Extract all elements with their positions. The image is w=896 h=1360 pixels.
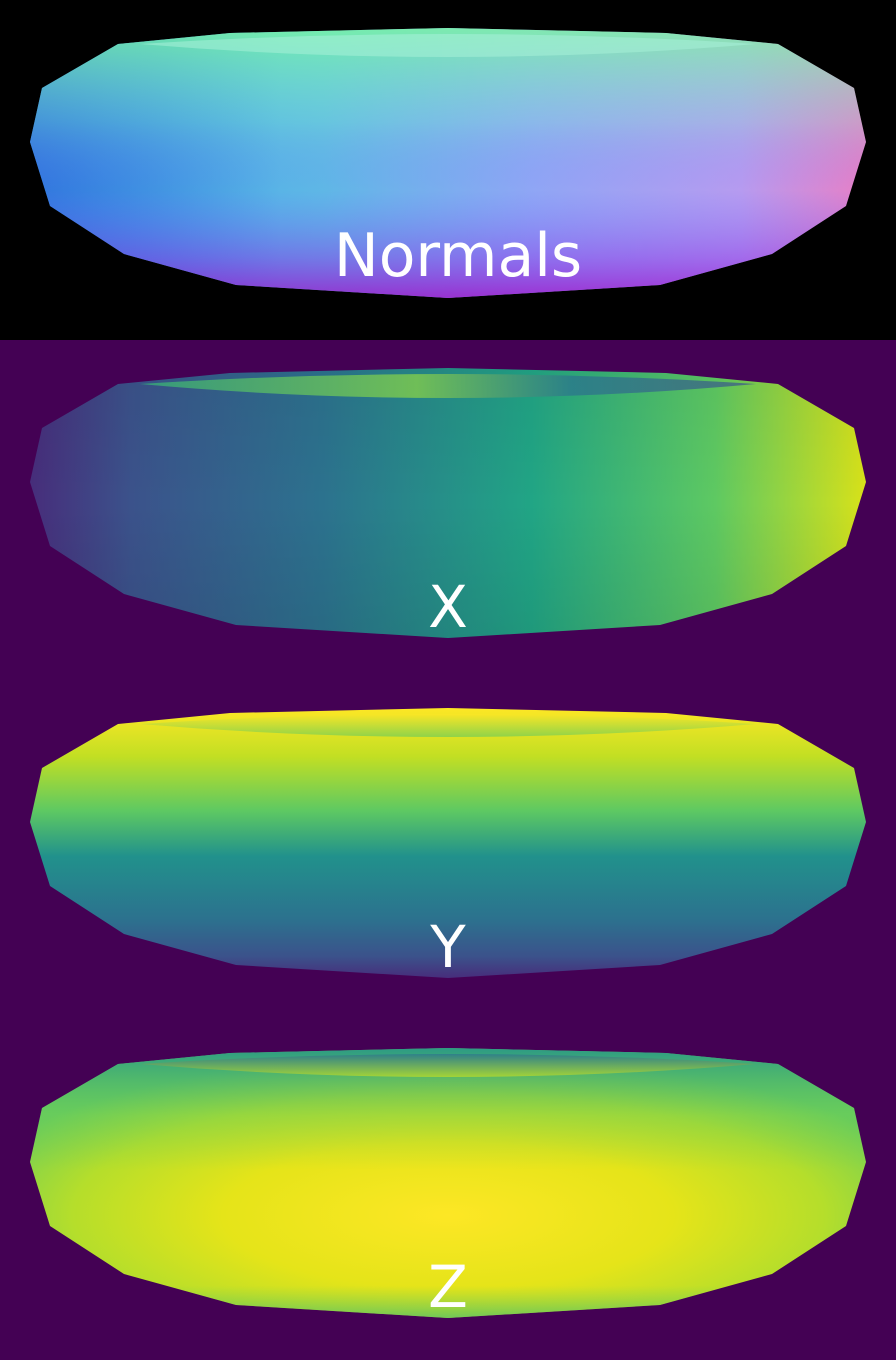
- z-label: Z: [428, 1253, 468, 1321]
- x-label: X: [428, 573, 468, 641]
- normals-label: Normals: [333, 221, 583, 291]
- normals-panel: Normals: [0, 0, 896, 340]
- torus-z-render: [30, 1048, 866, 1318]
- torus-x-render: [30, 368, 866, 638]
- z-panel: Z: [0, 1020, 896, 1360]
- y-label: Y: [430, 913, 466, 981]
- torus-y-render: [30, 708, 866, 978]
- x-panel: X: [0, 340, 896, 680]
- torus-normals-render: [30, 28, 866, 298]
- y-panel: Y: [0, 680, 896, 1020]
